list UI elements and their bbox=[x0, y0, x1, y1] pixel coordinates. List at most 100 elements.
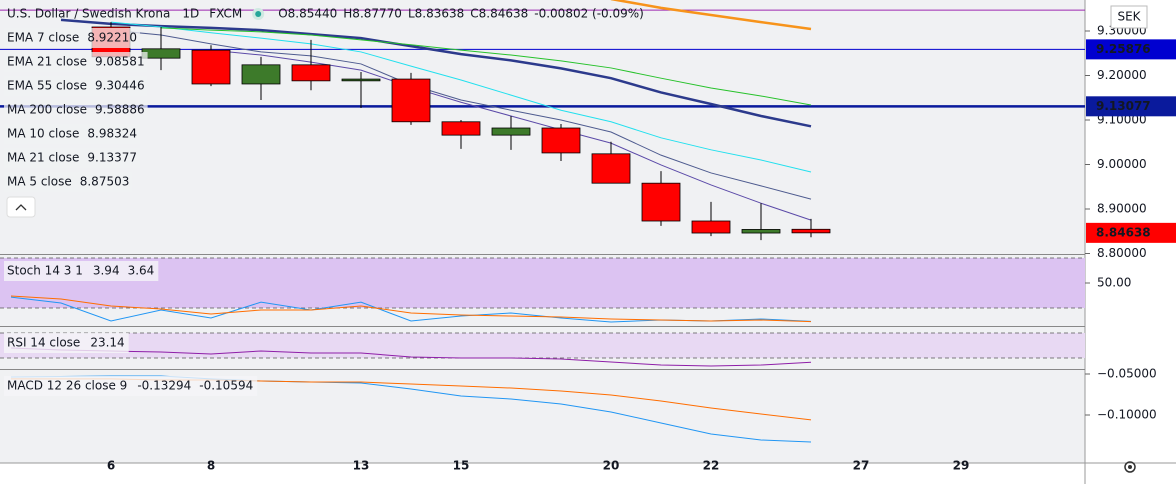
legend-value: -0.13294 bbox=[137, 379, 191, 393]
indicator-title: MACD 12 26 close 9 bbox=[7, 379, 127, 393]
legend-bg bbox=[4, 52, 148, 72]
legend-bg bbox=[4, 76, 148, 96]
ohlc-value: C8.84638 bbox=[470, 7, 528, 21]
stoch-pane bbox=[0, 257, 1085, 323]
currency-bg bbox=[1110, 5, 1148, 29]
candle-body bbox=[691, 220, 731, 234]
ma-line bbox=[160, 27, 812, 106]
y-tick-label: 9.00000 bbox=[1097, 157, 1147, 171]
band-fill bbox=[0, 258, 1085, 308]
ohlc-value: L8.83638 bbox=[408, 7, 464, 21]
y-tick-label: 9.20000 bbox=[1097, 68, 1147, 82]
ohlc-value: H8.87770 bbox=[343, 7, 402, 21]
gear-icon bbox=[1124, 461, 1136, 473]
legend-bg bbox=[4, 124, 140, 144]
candle-body bbox=[391, 78, 431, 123]
ma-line bbox=[110, 21, 812, 173]
y-tick-label: 8.90000 bbox=[1097, 201, 1147, 215]
legend-name: MA 10 close bbox=[7, 127, 79, 141]
legend-name: EMA 21 close bbox=[7, 55, 87, 69]
candle-body bbox=[441, 121, 481, 136]
legend-value: 8.87503 bbox=[80, 175, 130, 189]
legend-bg bbox=[4, 261, 159, 281]
candle-body bbox=[591, 153, 631, 184]
y-tick-label: −0.10000 bbox=[1097, 407, 1157, 421]
legend-bg bbox=[4, 333, 129, 353]
chevron-icon bbox=[15, 204, 27, 211]
gear-center bbox=[1128, 465, 1132, 469]
x-tick-label: 15 bbox=[453, 459, 470, 473]
legend-value: 3.94 bbox=[93, 264, 120, 278]
legend-name: MA 5 close bbox=[7, 175, 72, 189]
legend-value: 9.58886 bbox=[95, 103, 145, 117]
legend-bg bbox=[4, 172, 133, 192]
price-label: 8.84638 bbox=[1096, 225, 1151, 239]
candle-body bbox=[241, 64, 281, 85]
legend-value: 9.13377 bbox=[87, 151, 137, 165]
x-tick-label: 29 bbox=[953, 459, 970, 473]
legend-name: EMA 7 close bbox=[7, 31, 79, 45]
legend-value: 8.98324 bbox=[87, 127, 137, 141]
y-tick-label: −0.05000 bbox=[1097, 367, 1157, 381]
candle-body bbox=[541, 127, 581, 154]
legend-value: 9.08581 bbox=[95, 55, 145, 69]
y-tick-label: 50.00 bbox=[1097, 276, 1131, 290]
indicator-line bbox=[10, 347, 812, 367]
legend-value: 3.64 bbox=[128, 264, 155, 278]
legend-bg bbox=[4, 28, 140, 48]
x-tick-label: 22 bbox=[703, 459, 720, 473]
band-fill bbox=[0, 333, 1085, 358]
candle-body bbox=[341, 78, 381, 82]
x-tick-label: 20 bbox=[603, 459, 620, 473]
x-tick-label: 6 bbox=[107, 459, 115, 473]
price-label-bg bbox=[1086, 222, 1176, 243]
chart-title: U.S. Dollar / Swedish Krona bbox=[7, 7, 170, 21]
candle-body bbox=[641, 182, 681, 222]
candle-body bbox=[291, 64, 331, 82]
indicator-line bbox=[10, 295, 812, 323]
price-label: 9.25876 bbox=[1096, 42, 1151, 56]
status-dot-core bbox=[255, 11, 262, 17]
indicator-title: Stoch 14 3 1 bbox=[7, 264, 83, 278]
x-tick-label: 13 bbox=[353, 459, 370, 473]
x-tick-label: 27 bbox=[853, 459, 870, 473]
currency: SEK bbox=[1117, 10, 1141, 24]
legend-bg bbox=[4, 100, 148, 120]
ma-line bbox=[60, 18, 812, 128]
candle-body bbox=[741, 229, 781, 234]
collapse-button[interactable] bbox=[6, 196, 36, 218]
legend-bg bbox=[4, 376, 258, 396]
legend-value: 8.92210 bbox=[87, 31, 137, 45]
x-tick-label: 8 bbox=[207, 459, 215, 473]
rsi-pane bbox=[0, 332, 1085, 367]
ma-line bbox=[110, 29, 812, 200]
legend-value: 9.30446 bbox=[95, 79, 145, 93]
ma-line bbox=[610, 0, 812, 31]
interval: 1D bbox=[182, 7, 199, 21]
settings-button[interactable] bbox=[1124, 461, 1136, 473]
price-change: -0.00802 (-0.09%) bbox=[534, 7, 644, 21]
y-tick-label: 8.80000 bbox=[1097, 246, 1147, 260]
overlay: 9.300009.200009.100009.000008.900008.800… bbox=[4, 5, 1176, 473]
legend-name: MA 21 close bbox=[7, 151, 79, 165]
price-label: 9.13077 bbox=[1096, 99, 1151, 113]
indicator-line bbox=[10, 375, 812, 443]
legend-name: EMA 55 close bbox=[7, 79, 87, 93]
candle-body bbox=[191, 49, 231, 85]
price-label-bg bbox=[1086, 96, 1176, 117]
legend-value: -0.10594 bbox=[199, 379, 253, 393]
indicator-title: RSI 14 close bbox=[7, 336, 80, 350]
source: FXCM bbox=[209, 7, 242, 21]
button-bg bbox=[6, 196, 36, 218]
ohlc-value: O8.85440 bbox=[278, 7, 337, 21]
price-label-bg bbox=[1086, 39, 1176, 60]
candle-body bbox=[491, 127, 531, 136]
time-axis-bg bbox=[0, 463, 1085, 484]
legend-bg bbox=[4, 148, 140, 168]
legend-name: MA 200 close bbox=[7, 103, 87, 117]
legend-value: 23.14 bbox=[90, 336, 124, 350]
candle-body bbox=[791, 228, 831, 234]
main-pane bbox=[0, 0, 1085, 241]
candle-body bbox=[141, 48, 181, 59]
